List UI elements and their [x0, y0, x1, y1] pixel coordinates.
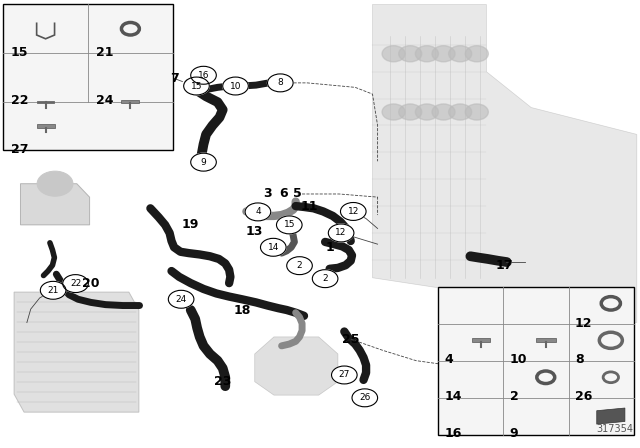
- Text: 15: 15: [284, 220, 295, 229]
- Circle shape: [382, 46, 405, 62]
- Text: 2: 2: [297, 261, 302, 270]
- Bar: [438, 287, 634, 435]
- Text: 25: 25: [342, 332, 360, 346]
- Text: 23: 23: [214, 375, 232, 388]
- Text: 4: 4: [445, 353, 454, 366]
- Circle shape: [415, 104, 438, 120]
- Text: 12: 12: [335, 228, 347, 237]
- Circle shape: [260, 238, 286, 256]
- Text: 3: 3: [263, 187, 272, 201]
- Circle shape: [191, 66, 216, 84]
- Text: 27: 27: [339, 370, 350, 379]
- Text: 16: 16: [198, 71, 209, 80]
- Circle shape: [465, 46, 488, 62]
- Text: 26: 26: [575, 391, 592, 404]
- Text: 10: 10: [230, 82, 241, 90]
- Polygon shape: [255, 337, 338, 395]
- Text: 5: 5: [293, 187, 302, 201]
- Polygon shape: [20, 184, 90, 225]
- Text: 15: 15: [191, 82, 202, 90]
- Circle shape: [168, 290, 194, 308]
- Text: 6: 6: [279, 187, 288, 201]
- Text: 8: 8: [278, 78, 283, 87]
- Circle shape: [382, 104, 405, 120]
- Circle shape: [37, 171, 73, 196]
- Circle shape: [268, 74, 293, 92]
- Text: 21: 21: [96, 46, 113, 59]
- Circle shape: [63, 275, 88, 293]
- Circle shape: [332, 366, 357, 384]
- Text: 10: 10: [510, 353, 527, 366]
- Circle shape: [399, 104, 422, 120]
- Text: 14: 14: [445, 391, 462, 404]
- Bar: [122, 99, 140, 103]
- Text: 9: 9: [510, 427, 518, 440]
- Text: 9: 9: [201, 158, 206, 167]
- Text: 2: 2: [510, 391, 518, 404]
- Circle shape: [340, 202, 366, 220]
- Polygon shape: [596, 408, 625, 424]
- Circle shape: [312, 270, 338, 288]
- Text: 26: 26: [359, 393, 371, 402]
- Text: 24: 24: [96, 95, 113, 108]
- Circle shape: [449, 46, 472, 62]
- Text: 2: 2: [323, 274, 328, 283]
- Text: 15: 15: [11, 46, 28, 59]
- Circle shape: [184, 77, 209, 95]
- Circle shape: [432, 46, 455, 62]
- Bar: [3, 4, 173, 150]
- Circle shape: [399, 46, 422, 62]
- Text: 21: 21: [47, 286, 59, 295]
- Text: 12: 12: [575, 316, 593, 330]
- Text: 19: 19: [182, 218, 200, 232]
- Circle shape: [223, 77, 248, 95]
- Circle shape: [328, 224, 354, 242]
- Text: 18: 18: [233, 303, 251, 317]
- Text: 7: 7: [170, 72, 179, 85]
- Circle shape: [276, 216, 302, 234]
- Text: 22: 22: [11, 95, 28, 108]
- Bar: [472, 338, 490, 342]
- Bar: [36, 124, 54, 128]
- Text: 4: 4: [255, 207, 260, 216]
- Text: 13: 13: [245, 225, 263, 238]
- Text: 20: 20: [82, 276, 100, 290]
- Circle shape: [352, 389, 378, 407]
- Circle shape: [415, 46, 438, 62]
- Text: 8: 8: [575, 353, 584, 366]
- Text: 317354: 317354: [596, 424, 634, 434]
- Circle shape: [287, 257, 312, 275]
- Polygon shape: [372, 4, 637, 323]
- Text: 22: 22: [70, 279, 81, 288]
- Text: 24: 24: [175, 295, 187, 304]
- Circle shape: [465, 104, 488, 120]
- Text: 12: 12: [348, 207, 359, 216]
- Text: 11: 11: [300, 200, 318, 214]
- Circle shape: [432, 104, 455, 120]
- Circle shape: [245, 203, 271, 221]
- Circle shape: [449, 104, 472, 120]
- Text: 27: 27: [11, 143, 28, 156]
- Text: 17: 17: [495, 258, 513, 272]
- Text: 14: 14: [268, 243, 279, 252]
- Bar: [536, 338, 556, 342]
- Text: 16: 16: [445, 427, 462, 440]
- Text: 1: 1: [325, 241, 334, 254]
- Circle shape: [40, 281, 66, 299]
- Polygon shape: [14, 292, 139, 412]
- Circle shape: [191, 153, 216, 171]
